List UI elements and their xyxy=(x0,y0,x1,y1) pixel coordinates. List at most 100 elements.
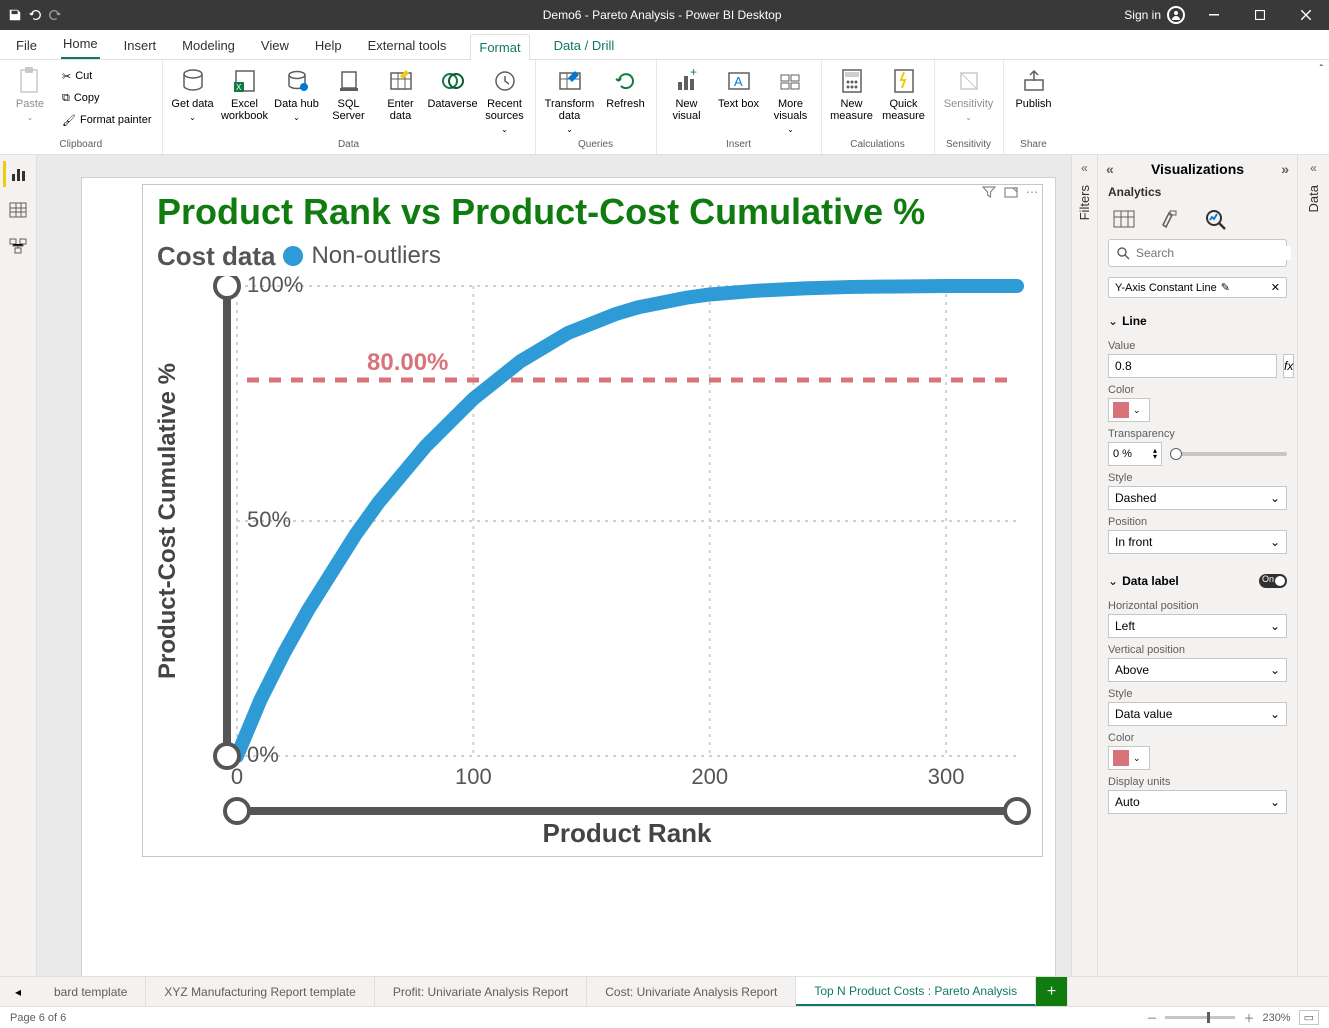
fields-tab-icon[interactable] xyxy=(1110,207,1138,231)
analytics-tab-icon[interactable] xyxy=(1202,207,1230,231)
report-page[interactable]: ⋯ Product Rank vs Product-Cost Cumulativ… xyxy=(81,177,1056,976)
pagetab-partial-left[interactable]: bard template xyxy=(36,977,146,1006)
quick-measure-button[interactable]: Quick measure xyxy=(880,64,928,122)
save-icon[interactable] xyxy=(8,8,22,22)
expand-data-icon[interactable]: « xyxy=(1310,161,1317,175)
section-line-header[interactable]: ⌄Line xyxy=(1108,308,1287,334)
page-tabs-bar: ◂ bard template XYZ Manufacturing Report… xyxy=(0,976,1329,1006)
svg-text:X: X xyxy=(236,83,242,92)
fx-button[interactable]: fx xyxy=(1283,354,1294,378)
minimize-button[interactable] xyxy=(1191,0,1237,30)
add-page-button[interactable]: + xyxy=(1036,977,1068,1006)
refresh-button[interactable]: Refresh xyxy=(602,64,650,110)
zoom-out-button[interactable]: － xyxy=(1146,1010,1157,1026)
recent-sources-button[interactable]: Recent sources⌄ xyxy=(481,64,529,136)
zoom-slider[interactable] xyxy=(1165,1016,1235,1019)
sql-server-button[interactable]: SQL Server xyxy=(325,64,373,122)
filters-pane-collapsed[interactable]: « Filters xyxy=(1071,155,1097,976)
user-icon xyxy=(1167,6,1185,24)
chart-plot-area: 0%50%100%010020030080.00%Product RankPro… xyxy=(157,276,1037,846)
collapse-viz-icon[interactable]: « xyxy=(1106,161,1114,177)
pagetab-1[interactable]: XYZ Manufacturing Report template xyxy=(146,977,374,1006)
dl-color-picker[interactable]: ⌄ xyxy=(1108,746,1150,770)
chart-legend: Cost data Non-outliers xyxy=(157,241,1028,272)
position-dropdown[interactable]: In front⌄ xyxy=(1108,530,1287,554)
pagetab-2[interactable]: Profit: Univariate Analysis Report xyxy=(375,977,587,1006)
horiz-pos-dropdown[interactable]: Left⌄ xyxy=(1108,614,1287,638)
menu-data-drill[interactable]: Data / Drill xyxy=(552,32,617,59)
svg-text:50%: 50% xyxy=(247,507,291,532)
close-button[interactable] xyxy=(1283,0,1329,30)
copy-button[interactable]: ⧉Copy xyxy=(58,88,156,108)
menu-modeling[interactable]: Modeling xyxy=(180,32,237,59)
remove-chip-icon[interactable]: ✕ xyxy=(1271,281,1280,294)
search-icon xyxy=(1117,247,1130,260)
more-visuals-button[interactable]: More visuals⌄ xyxy=(767,64,815,136)
edit-chip-icon[interactable]: ✎ xyxy=(1221,281,1230,294)
publish-button[interactable]: Publish xyxy=(1010,64,1058,110)
excel-button[interactable]: XExcel workbook xyxy=(221,64,269,122)
expand-filters-icon[interactable]: « xyxy=(1081,161,1088,175)
model-view-button[interactable] xyxy=(3,233,33,259)
redo-icon[interactable] xyxy=(48,8,62,22)
pagetab-3[interactable]: Cost: Univariate Analysis Report xyxy=(587,977,796,1006)
search-box[interactable] xyxy=(1108,239,1287,267)
report-view-button[interactable] xyxy=(3,161,33,187)
new-measure-button[interactable]: New measure xyxy=(828,64,876,122)
ribbon-collapse-icon[interactable]: ˆ xyxy=(1320,64,1323,75)
format-painter-button[interactable]: 🖌Format painter xyxy=(58,110,156,130)
zoom-in-button[interactable]: ＋ xyxy=(1243,1010,1254,1026)
filter-icon[interactable] xyxy=(982,185,996,199)
color-label: Color xyxy=(1108,384,1287,396)
visual-container-selected[interactable]: ⋯ Product Rank vs Product-Cost Cumulativ… xyxy=(142,184,1043,857)
menu-home[interactable]: Home xyxy=(61,30,100,59)
more-options-icon[interactable]: ⋯ xyxy=(1026,185,1038,199)
transform-data-button[interactable]: Transform data⌄ xyxy=(542,64,598,136)
scroll-tabs-left[interactable]: ◂ xyxy=(0,977,36,1006)
menu-format[interactable]: Format xyxy=(470,34,529,60)
fit-page-button[interactable]: ▭ xyxy=(1299,1010,1319,1025)
data-hub-button[interactable]: Data hub⌄ xyxy=(273,64,321,124)
search-input[interactable] xyxy=(1136,246,1291,260)
expand-viz-icon[interactable]: » xyxy=(1281,161,1289,177)
undo-icon[interactable] xyxy=(28,8,42,22)
menu-help[interactable]: Help xyxy=(313,32,344,59)
menu-external-tools[interactable]: External tools xyxy=(366,32,449,59)
focus-mode-icon[interactable] xyxy=(1004,185,1018,199)
value-label: Value xyxy=(1108,340,1287,352)
vert-pos-dropdown[interactable]: Above⌄ xyxy=(1108,658,1287,682)
text-box-button[interactable]: AText box xyxy=(715,64,763,110)
sensitivity-button[interactable]: Sensitivity⌄ xyxy=(941,64,997,124)
svg-text:200: 200 xyxy=(691,764,728,789)
transparency-slider[interactable] xyxy=(1170,452,1287,456)
constant-line-chip[interactable]: Y-Axis Constant Line ✎ ✕ xyxy=(1108,277,1287,298)
pagetab-4-active[interactable]: Top N Product Costs : Pareto Analysis xyxy=(796,977,1036,1006)
units-dropdown[interactable]: Auto⌄ xyxy=(1108,790,1287,814)
refresh-icon xyxy=(611,66,641,96)
signin-label: Sign in xyxy=(1124,8,1161,22)
value-input[interactable] xyxy=(1108,354,1277,378)
format-tab-icon[interactable] xyxy=(1156,207,1184,231)
get-data-button[interactable]: Get data⌄ xyxy=(169,64,217,124)
datalabel-toggle[interactable]: On xyxy=(1259,574,1287,588)
cut-icon: ✂ xyxy=(62,70,71,83)
cut-button[interactable]: ✂Cut xyxy=(58,66,156,86)
line-style-dropdown[interactable]: Dashed⌄ xyxy=(1108,486,1287,510)
menu-insert[interactable]: Insert xyxy=(122,32,159,59)
menu-file[interactable]: File xyxy=(14,32,39,59)
enter-data-button[interactable]: Enter data xyxy=(377,64,425,122)
section-datalabel-header[interactable]: ⌄ Data label On xyxy=(1108,568,1287,594)
menu-view[interactable]: View xyxy=(259,32,291,59)
report-canvas-area[interactable]: ⋯ Product Rank vs Product-Cost Cumulativ… xyxy=(37,155,1071,976)
data-pane-collapsed[interactable]: « Data xyxy=(1297,155,1329,976)
signin-button[interactable]: Sign in xyxy=(1124,6,1191,24)
viz-pane-subtitle: Analytics xyxy=(1098,183,1297,201)
maximize-button[interactable] xyxy=(1237,0,1283,30)
data-view-button[interactable] xyxy=(3,197,33,223)
paste-button[interactable]: Paste ⌄ xyxy=(6,64,54,124)
dataverse-button[interactable]: Dataverse xyxy=(429,64,477,110)
transparency-input[interactable]: 0 %▴▾ xyxy=(1108,442,1162,466)
line-color-picker[interactable]: ⌄ xyxy=(1108,398,1150,422)
dl-style-dropdown[interactable]: Data value⌄ xyxy=(1108,702,1287,726)
new-visual-button[interactable]: +New visual xyxy=(663,64,711,122)
